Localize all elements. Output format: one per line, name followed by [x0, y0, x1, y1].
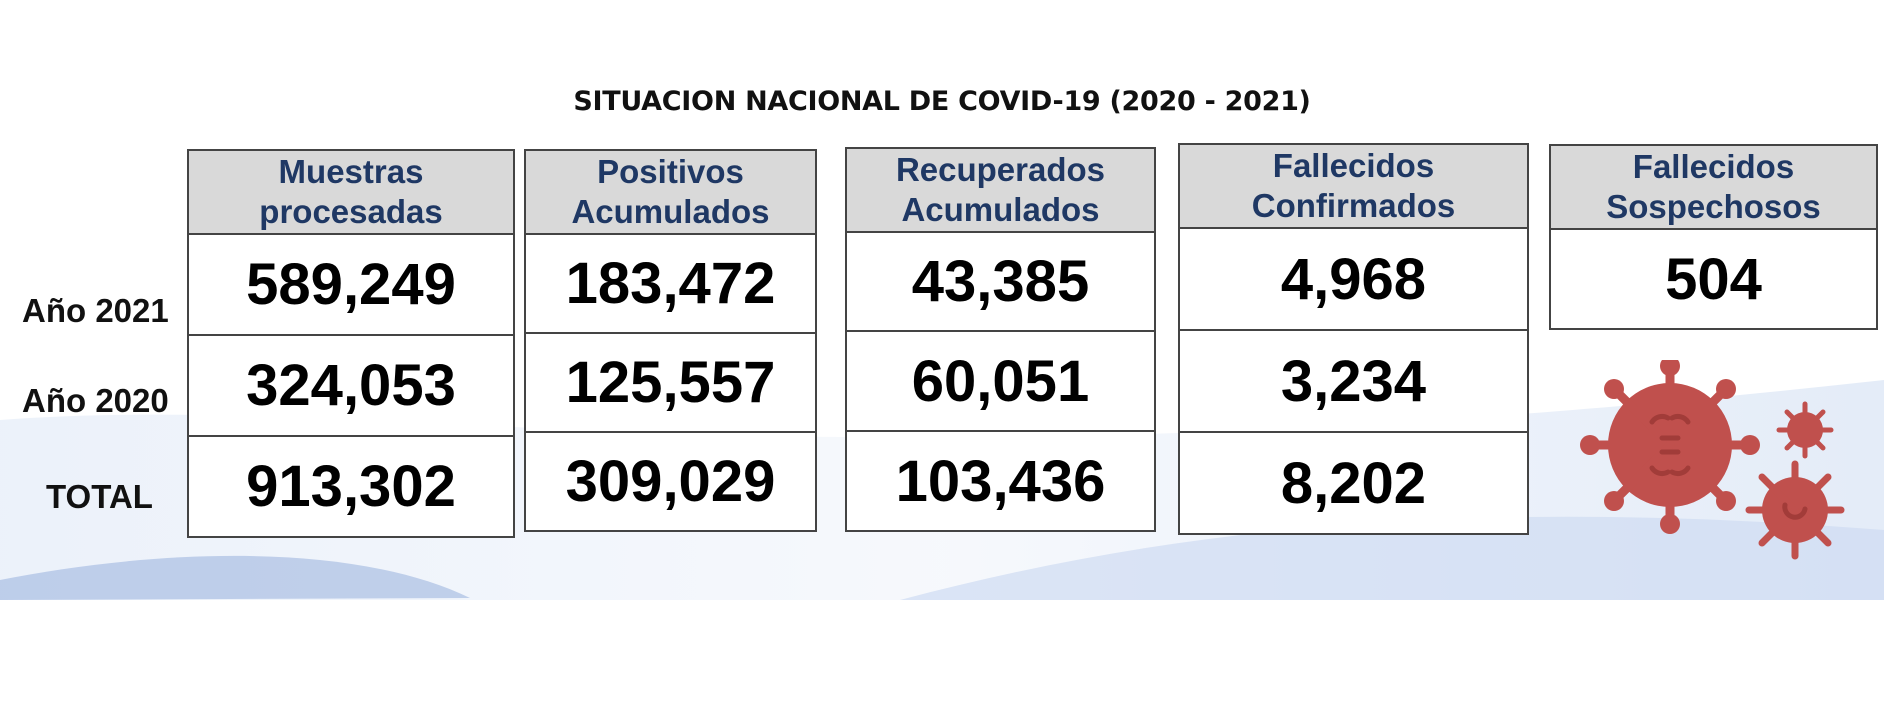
header-line: Muestras [278, 153, 424, 190]
row-label-total: TOTAL [46, 478, 153, 515]
value-cell-2021: 183,472 [524, 235, 817, 334]
column-positivos-acumulados: Positivos Acumulados 183,472 125,557 309… [524, 149, 817, 532]
row-label-2021: Año 2021 [22, 292, 169, 329]
value-cell-2021: 4,968 [1178, 229, 1529, 331]
value-cell-2020: 125,557 [524, 334, 817, 433]
value-cell-2020: 60,051 [845, 332, 1156, 432]
row-label-2020: Año 2020 [22, 382, 169, 419]
header-line: Confirmados [1251, 187, 1456, 224]
column-recuperados-acumulados: Recuperados Acumulados 43,385 60,051 103… [845, 147, 1156, 532]
value-cell-2020: 3,234 [1178, 331, 1529, 433]
header-line: Acumulados [571, 193, 770, 230]
value-cell-2021: 504 [1549, 230, 1878, 330]
value-cell-total: 309,029 [524, 433, 817, 532]
header-line: Recuperados [895, 151, 1106, 188]
header-line: Fallecidos [1632, 148, 1795, 185]
header-line: Sospechosos [1606, 188, 1821, 225]
coronavirus-icon [1580, 360, 1845, 560]
column-header: Recuperados Acumulados [845, 147, 1156, 233]
header-line: Acumulados [901, 191, 1100, 228]
page-title: SITUACION NACIONAL DE COVID-19 (2020 - 2… [573, 86, 1311, 117]
column-header: Fallecidos Sospechosos [1549, 144, 1878, 230]
header-line: Positivos [597, 153, 744, 190]
value-cell-2021: 43,385 [845, 233, 1156, 332]
header-line: procesadas [259, 193, 443, 230]
column-header: Muestras procesadas [187, 149, 515, 235]
column-header: Positivos Acumulados [524, 149, 817, 235]
column-header: Fallecidos Confirmados [1178, 143, 1529, 229]
covid-slide: SITUACION NACIONAL DE COVID-19 (2020 - 2… [0, 86, 1884, 600]
value-cell-2020: 324,053 [187, 336, 515, 437]
value-cell-2021: 589,249 [187, 235, 515, 336]
column-fallecidos-sospechosos: Fallecidos Sospechosos 504 [1549, 144, 1878, 330]
value-cell-total: 103,436 [845, 432, 1156, 532]
column-muestras-procesadas: Muestras procesadas 589,249 324,053 913,… [187, 149, 515, 538]
value-cell-total: 913,302 [187, 437, 515, 538]
column-fallecidos-confirmados: Fallecidos Confirmados 4,968 3,234 8,202 [1178, 143, 1529, 535]
value-cell-total: 8,202 [1178, 433, 1529, 535]
header-line: Fallecidos [1272, 147, 1435, 184]
